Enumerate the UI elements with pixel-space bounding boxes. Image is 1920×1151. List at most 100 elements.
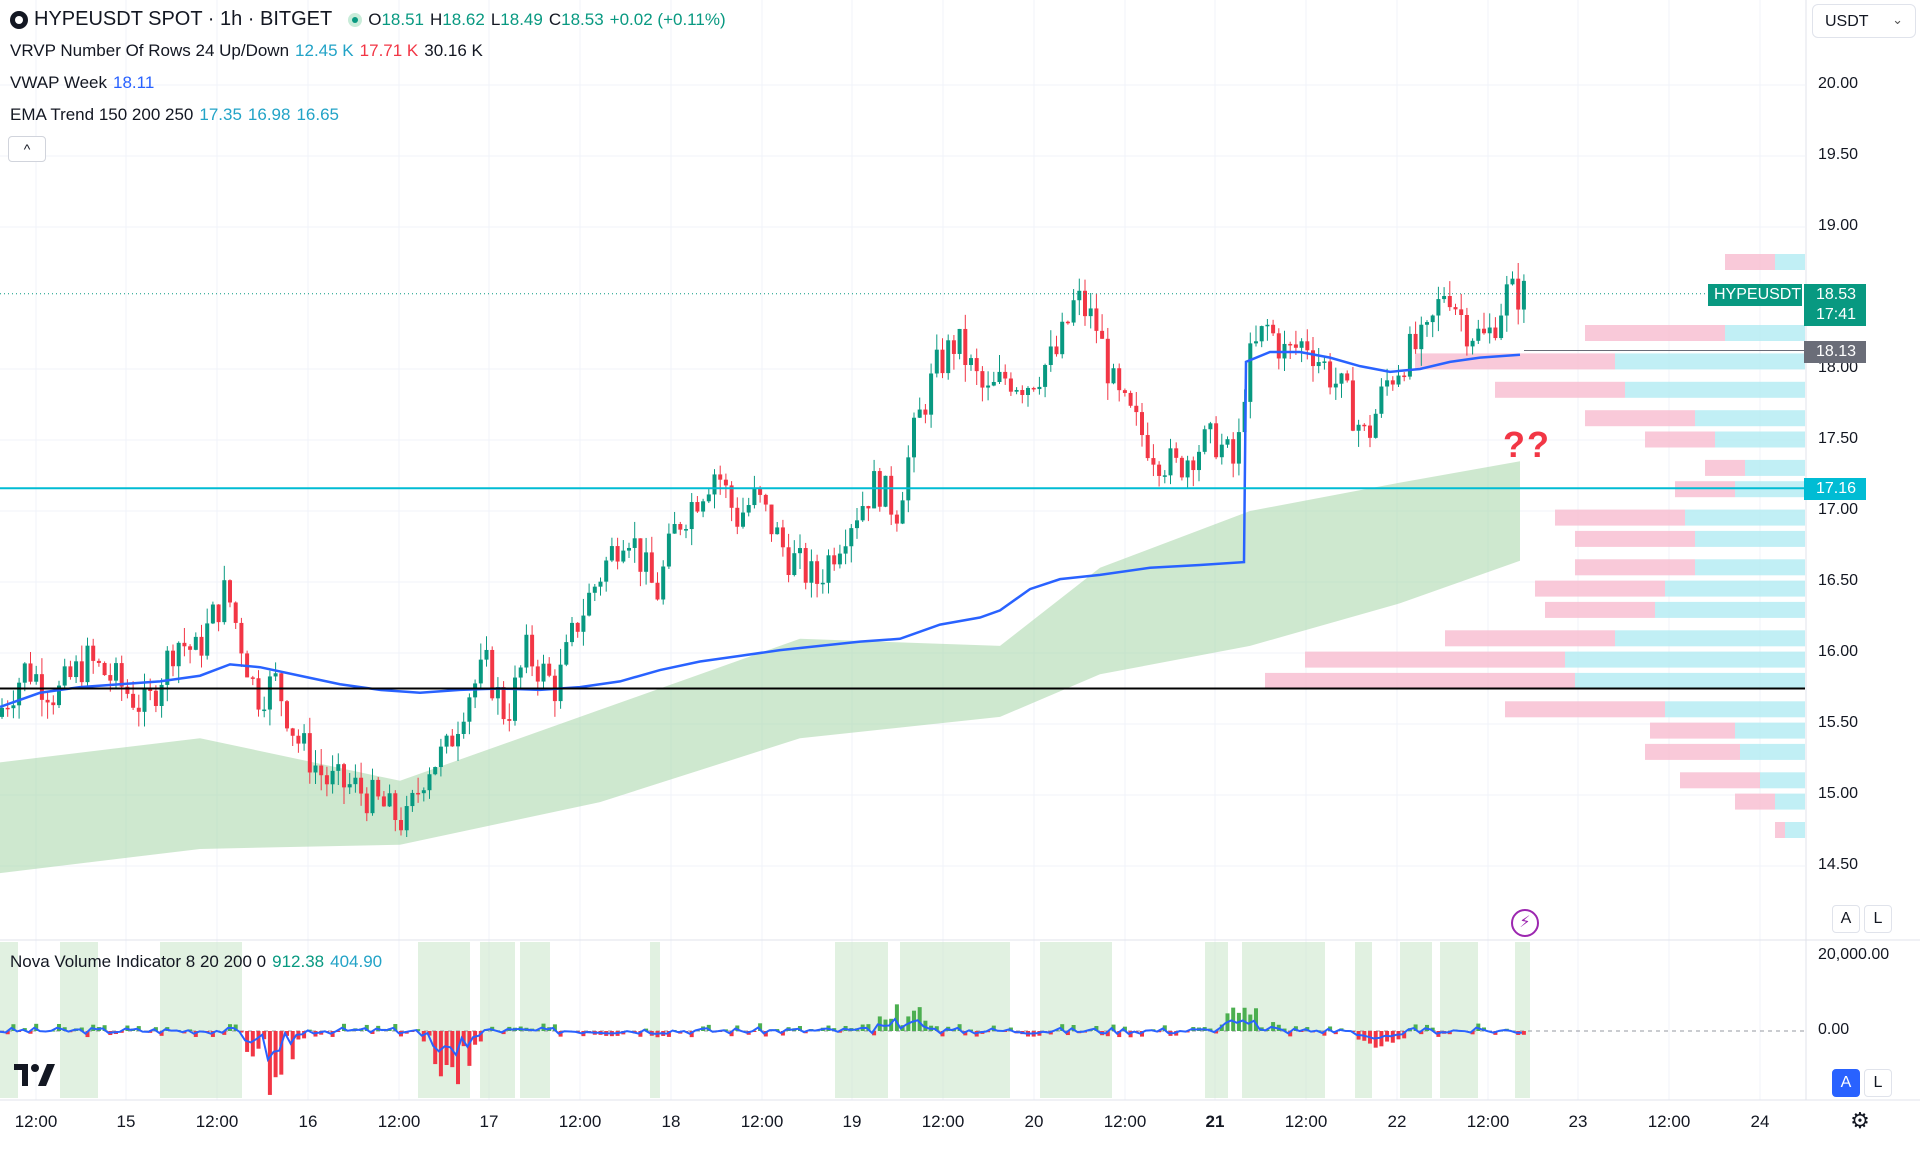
candle-body	[666, 533, 671, 567]
candle-body	[524, 634, 529, 668]
candle-body	[176, 642, 181, 667]
auto-scale-button[interactable]: A	[1832, 905, 1860, 933]
candle-body	[1333, 383, 1338, 388]
candle-body	[85, 645, 90, 683]
vwap-legend[interactable]: VWAP Week 18.11	[10, 73, 160, 93]
volume-bar	[1282, 1028, 1287, 1031]
candle-body	[1208, 423, 1213, 430]
symbol-title[interactable]: HYPEUSDT SPOT · 1h · BITGET	[34, 8, 333, 30]
candle-body	[957, 328, 962, 354]
candle-body	[376, 779, 381, 797]
candle-body	[1265, 324, 1270, 327]
candle-body	[433, 767, 438, 775]
candle-body	[826, 555, 831, 583]
volume-bar	[1328, 1026, 1333, 1031]
volume-bg-band	[1400, 942, 1432, 1098]
volume-bg-band	[520, 942, 550, 1098]
log-scale-button[interactable]: L	[1864, 905, 1892, 933]
candle-body	[632, 538, 637, 548]
candle-body	[1402, 375, 1407, 378]
vp-row-down	[1585, 325, 1725, 341]
ema-value-2: 16.98	[247, 105, 291, 124]
candle-body	[1316, 362, 1321, 367]
countdown-tag: 17:41	[1804, 304, 1866, 326]
candle-body	[387, 793, 392, 807]
candle-body	[296, 735, 301, 744]
candle-body	[342, 764, 346, 788]
vp-row-up	[1655, 601, 1805, 618]
candle-body	[11, 705, 16, 709]
volume-bar	[342, 1023, 346, 1031]
candle-body	[347, 784, 352, 788]
candle-body	[233, 602, 238, 623]
log-scale-button-volume[interactable]: L	[1864, 1069, 1892, 1097]
volume-bar	[438, 1031, 443, 1077]
low-label: L	[490, 9, 501, 29]
volume-bg-band	[160, 942, 242, 1098]
time-tick-label: 12:00	[1647, 1112, 1691, 1131]
candle-body	[91, 645, 96, 661]
candle-body	[1128, 392, 1133, 406]
candle-body	[17, 682, 22, 706]
candle-body	[250, 677, 255, 679]
candle-body	[1464, 315, 1469, 347]
candle-body	[125, 686, 130, 694]
volume-bar	[159, 1031, 164, 1036]
volume-bar	[758, 1023, 763, 1031]
candle-body	[336, 764, 341, 771]
candle-body	[1026, 387, 1030, 396]
candle-body	[302, 733, 307, 744]
volume-bar	[1419, 1031, 1424, 1035]
candle-body	[45, 699, 50, 703]
candle-body	[478, 659, 483, 684]
price-tick-label: 16.00	[1818, 643, 1859, 660]
candle-body	[1111, 368, 1116, 384]
ema-label: EMA Trend 150 200 250	[10, 105, 194, 124]
volume-bar	[1413, 1024, 1418, 1031]
candle-body	[1504, 284, 1509, 316]
candle-body	[1459, 309, 1464, 316]
lightning-icon[interactable]: ⚡	[1511, 909, 1539, 937]
volume-bar	[501, 1031, 506, 1035]
volume-bar	[478, 1031, 483, 1042]
candle-body	[900, 500, 905, 524]
candle-body	[997, 371, 1002, 382]
candle-body	[752, 487, 757, 506]
ema-legend[interactable]: EMA Trend 150 200 250 17.35 16.98 16.65	[10, 105, 345, 125]
candle-body	[57, 685, 61, 706]
candle-body	[627, 547, 631, 551]
currency-select[interactable]: USDT ⌄	[1812, 4, 1916, 38]
volume-bar	[1214, 1031, 1219, 1034]
vwap-value: 18.11	[113, 73, 155, 92]
candle-body	[1521, 280, 1526, 310]
candle-body	[381, 796, 386, 807]
candle-body	[1276, 333, 1281, 359]
volume-bar	[837, 1031, 842, 1033]
candle-body	[1390, 380, 1395, 385]
gear-icon[interactable]: ⚙	[1850, 1108, 1870, 1133]
volume-bar	[1065, 1031, 1070, 1036]
volume-bar	[957, 1024, 962, 1031]
volume-bar	[330, 1031, 335, 1037]
candle-body	[136, 707, 141, 712]
candle-body	[1088, 308, 1093, 317]
volume-bar	[370, 1031, 375, 1034]
volume-bar	[34, 1023, 39, 1031]
candle-body	[62, 666, 67, 686]
time-tick-label: 12:00	[921, 1112, 965, 1131]
candle-body	[792, 553, 797, 575]
collapse-legend-button[interactable]: ^	[8, 136, 46, 162]
candle-body	[655, 582, 660, 600]
candle-body	[735, 507, 740, 527]
candle-body	[153, 690, 158, 707]
candle-body	[421, 790, 426, 794]
nova-legend[interactable]: Nova Volume Indicator 8 20 200 0 912.38 …	[10, 952, 388, 972]
candle-body	[68, 666, 73, 678]
candle-body	[1425, 322, 1429, 325]
vrvp-legend[interactable]: VRVP Number Of Rows 24 Up/Down 12.45 K 1…	[10, 41, 489, 61]
candle-body	[28, 663, 33, 682]
candle-body	[205, 623, 210, 656]
candle-body	[228, 580, 232, 603]
auto-scale-button-volume[interactable]: A	[1832, 1069, 1860, 1097]
